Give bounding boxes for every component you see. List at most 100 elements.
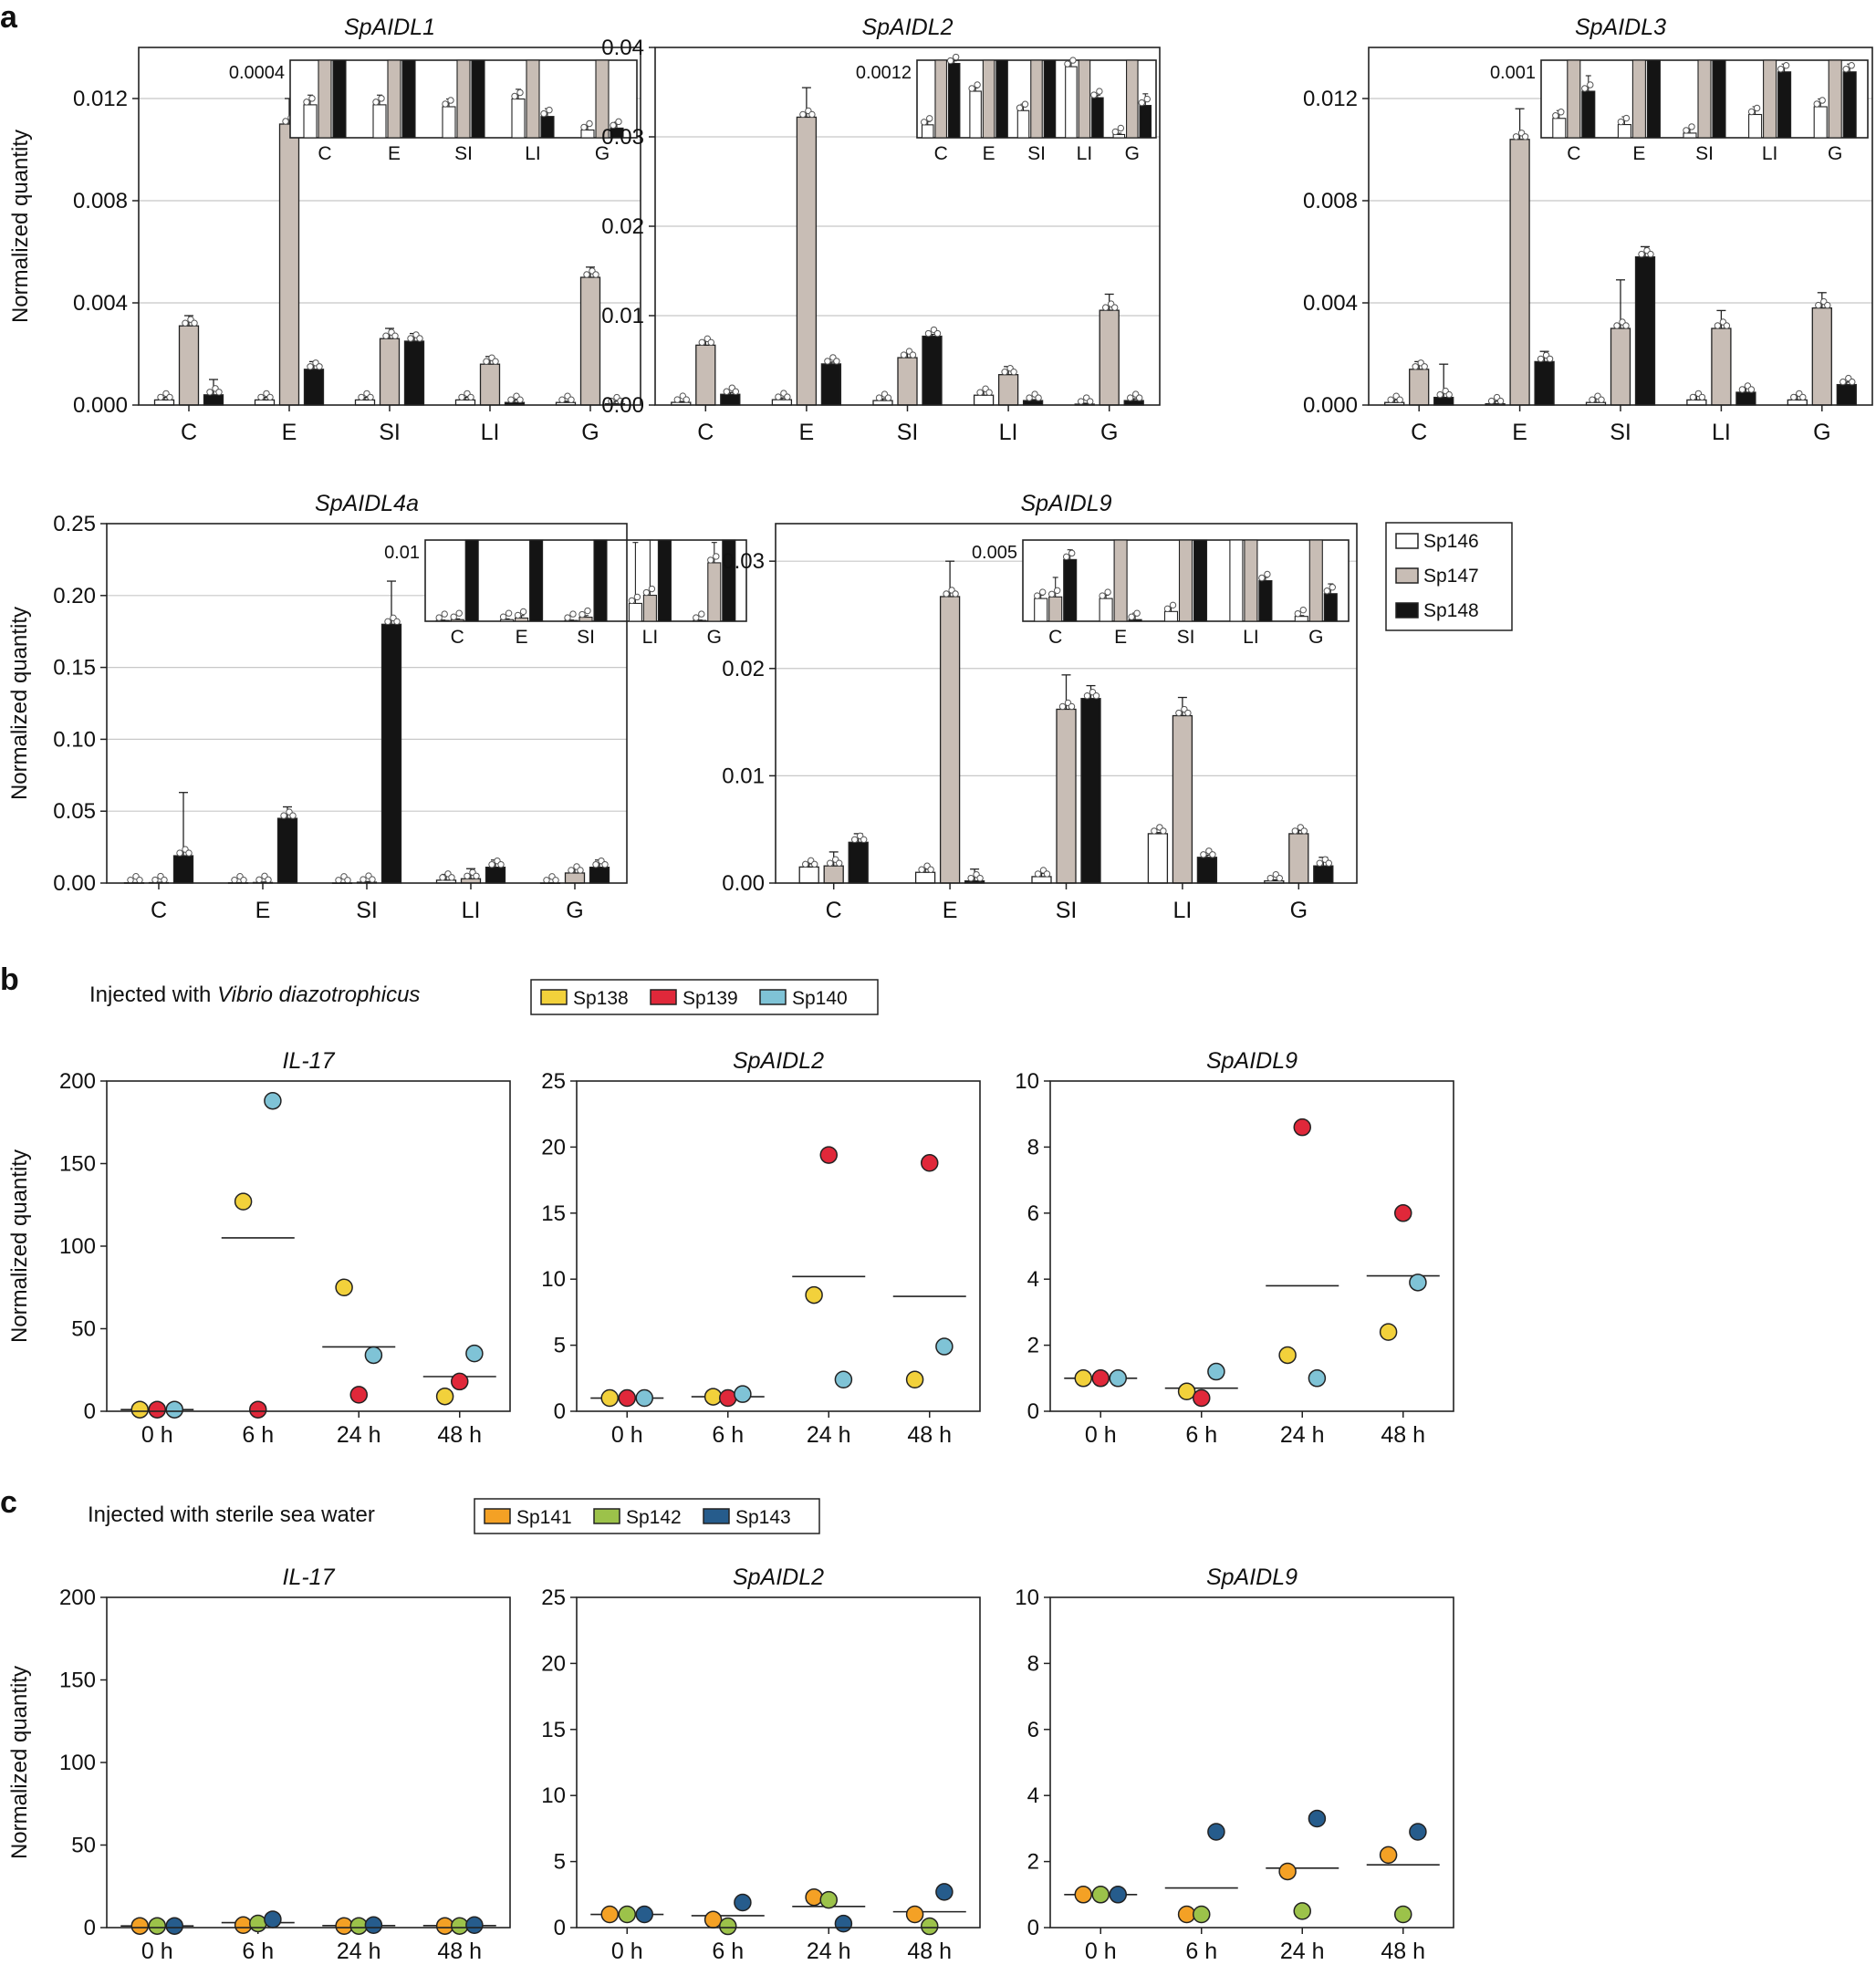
point-sp138 [704,1388,723,1406]
inset-replicate-dot [519,608,527,616]
inset-replicate-dot [1688,123,1695,130]
point-sp143 [364,1916,383,1935]
inset-replicate-dot [540,109,547,118]
replicate-dot [483,358,490,365]
bar-sp148 [1534,360,1555,406]
inset-replicate-dot [372,99,380,106]
chart-a4: SpAIDL4a Normalized quantity 0.00 0.05 0.10 0… [7,491,747,923]
y-tick-label: 2 [1027,1334,1039,1358]
inset-replicate-dot [615,118,622,126]
y-tick-label: 0 [84,1916,96,1940]
replicate-dot [1521,133,1529,140]
chart-c1: IL-17 Normalized quantity 0 50 100 150 200 0 h 6… [7,1565,511,1964]
replicate-dot [367,393,374,401]
panel-label-b: b [0,962,19,997]
plot-frame [576,1596,981,1929]
replicate-dot [1790,393,1798,401]
inset-replicate-dot [1068,549,1076,557]
inset-bar-sp147 [1567,59,1581,139]
replicate-dot [577,867,584,874]
inset-replicate-dot [1819,97,1826,104]
x-tick-label: C [181,420,197,445]
inset-replicate-dot [707,556,714,564]
point-sp143 [1409,1823,1427,1841]
inset-bar-sp148 [995,59,1008,139]
inset-replicate-dot [580,123,588,131]
plot-frame [775,523,1358,884]
inset-bar-sp147 [1126,59,1139,139]
replicate-dot [1068,702,1076,711]
point-sp140 [734,1385,752,1403]
replicate-dot [967,874,974,882]
inset-replicate-dot [642,588,651,597]
replicate-dot [206,389,214,396]
inset-replicate-dot [308,95,316,102]
inset-replicate-dot [1163,605,1172,613]
point-sp139 [349,1386,368,1404]
replicate-dot [976,389,984,396]
inset-replicate-dot [1782,62,1790,69]
inset-bar-sp148 [1712,59,1726,139]
bar-sp148 [1634,255,1656,406]
inset-bar-sp147 [578,616,593,622]
legend-label-sp143: Sp143 [735,1507,791,1528]
inset-x-tick-label: SI [1695,143,1714,164]
replicate-dot [811,860,818,868]
point-sp141 [335,1917,353,1935]
replicate-dot [933,329,942,338]
point-sp140 [1207,1362,1225,1381]
inset-bar-sp148 [1139,105,1152,139]
inset-y-label: 0.01 [384,543,420,563]
y-tick-label: 50 [71,1834,96,1858]
point-sp142 [618,1905,636,1924]
y-tick-label: 0.05 [53,799,96,824]
inset-y-label: 0.0012 [856,63,912,83]
inset-bar-sp147 [1828,59,1842,139]
legend-swatch-sp138 [540,989,568,1005]
replicate-dot [1723,322,1731,329]
point-sp139 [1091,1369,1110,1388]
point-sp138 [130,1400,149,1419]
chart-title: IL-17 [283,1565,336,1590]
replicate-dot [824,358,831,365]
x-tick-label: 6 h [712,1422,744,1448]
bar-sp147 [479,363,501,406]
point-sp141 [435,1917,454,1935]
replicate-dot [1058,702,1067,711]
y-tick-label: 25 [541,1069,566,1094]
legend-swatch-sp146 [1395,533,1419,549]
inset-replicate-dot [1747,108,1756,116]
replicate-dot [407,335,414,342]
y-tick-label: 15 [541,1201,566,1226]
inset-x-tick-label: SI [1027,143,1046,164]
x-tick-label: SI [1610,420,1631,445]
inset-replicate-dot [1587,81,1594,88]
x-tick-label: LI [462,898,481,923]
bar-sp147 [1509,139,1530,406]
replicate-dot [1034,870,1042,878]
point-sp143 [1207,1823,1225,1841]
replicate-dot [151,876,159,884]
inset-replicate-dot [1039,588,1047,596]
bar-sp147 [1811,307,1832,406]
x-tick-label: 24 h [807,1422,851,1448]
inset-replicate-dot [584,607,591,615]
y-tick-label: 0.03 [601,125,644,150]
replicate-dot [1689,393,1697,401]
bar-sp146 [153,399,175,406]
y-tick-label: 0 [1027,1916,1039,1940]
legend-b-frame [530,979,879,1015]
replicate-dot [185,849,193,857]
inset-replicate-dot [499,613,507,620]
replicate-dot [1647,250,1654,258]
inset-bar-sp147 [1113,539,1128,622]
bar-sp148 [380,623,402,884]
inset-replicate-dot [952,53,960,61]
bar-sp146 [1686,399,1707,406]
replicate-dot [1078,398,1085,405]
bar-sp146 [1147,833,1169,884]
replicate-dot [673,396,681,403]
inset-replicate-dot [974,81,981,88]
replicate-dot [1175,709,1183,717]
